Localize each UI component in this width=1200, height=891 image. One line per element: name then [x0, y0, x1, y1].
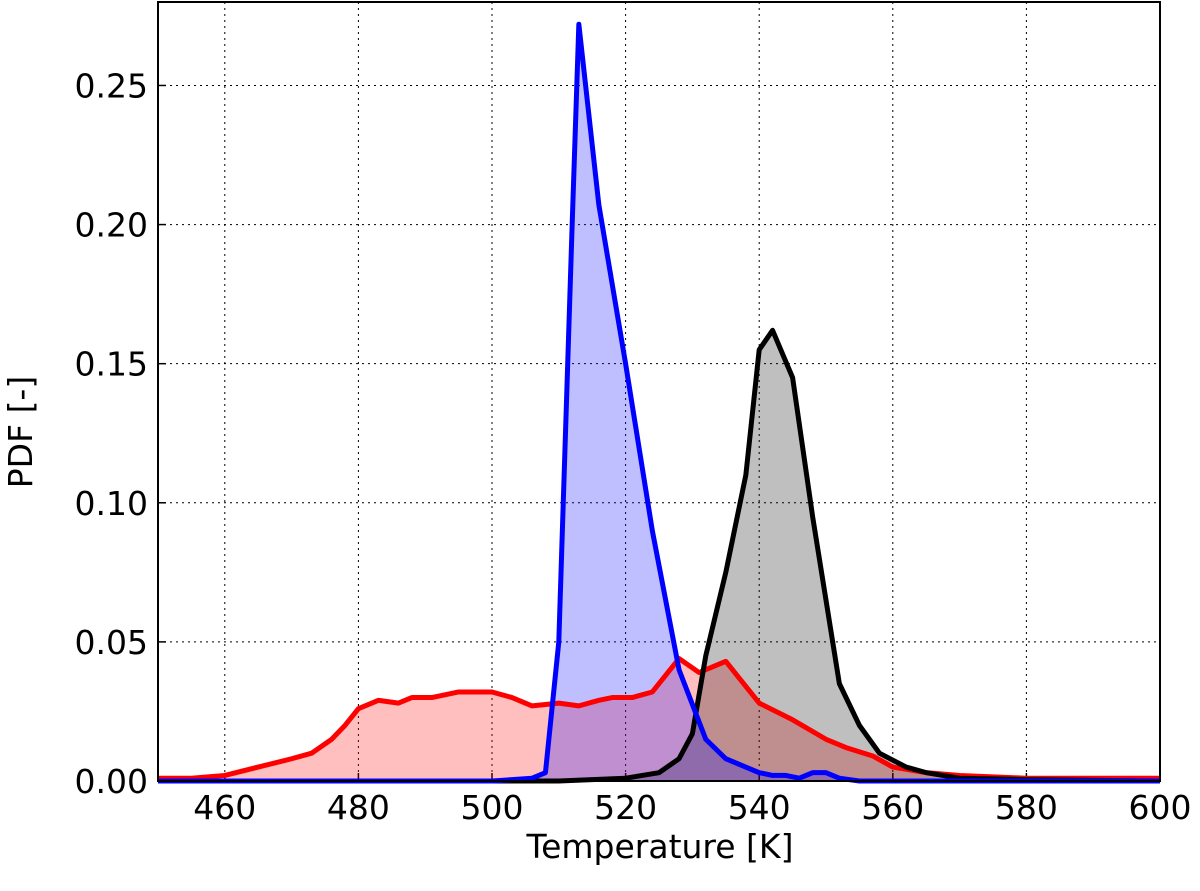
- x-tick-label: 480: [327, 788, 390, 827]
- y-axis-label: PDF [-]: [1, 376, 40, 488]
- area: [158, 658, 1160, 781]
- y-tick-label: 0.15: [75, 345, 148, 384]
- x-tick-label: 520: [594, 788, 657, 827]
- area: [158, 24, 1160, 782]
- x-tick-label: 600: [1129, 788, 1192, 827]
- x-tick-label: 500: [461, 788, 524, 827]
- x-tick-label: 540: [728, 788, 791, 827]
- y-tick-label: 0.10: [75, 484, 148, 523]
- x-axis-label: Temperature [K]: [526, 827, 794, 866]
- y-tick-label: 0.00: [75, 762, 148, 801]
- line: [158, 327, 1161, 784]
- x-tick-label: 580: [995, 788, 1058, 827]
- y-tick-label: 0.25: [75, 66, 148, 105]
- plot-frame: [157, 1, 1161, 782]
- x-tick-label: 460: [193, 788, 256, 827]
- y-tick-label: 0.20: [75, 206, 148, 245]
- y-tick-label: 0.05: [75, 623, 148, 662]
- line: [158, 656, 1160, 781]
- x-tick-label: 560: [861, 788, 924, 827]
- line: [158, 21, 1160, 784]
